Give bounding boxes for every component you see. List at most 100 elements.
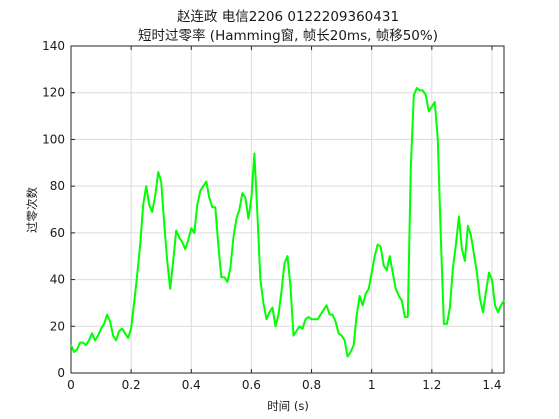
- data-point: [280, 290, 283, 292]
- y-tick-label: 100: [42, 132, 65, 146]
- data-point: [356, 314, 358, 316]
- data-point: [205, 180, 207, 183]
- data-point: [446, 323, 448, 325]
- data-point: [211, 206, 213, 208]
- data-point: [85, 344, 87, 346]
- data-point: [238, 208, 240, 211]
- data-point: [160, 180, 162, 183]
- data-point: [136, 274, 138, 276]
- data-point: [112, 335, 114, 337]
- data-point: [380, 246, 382, 248]
- data-point: [226, 281, 228, 283]
- data-point: [265, 318, 268, 320]
- data-point: [434, 101, 436, 103]
- data-point: [494, 304, 496, 306]
- data-point: [235, 218, 237, 220]
- data-point: [443, 323, 445, 325]
- zcr-series-points: [70, 87, 505, 358]
- data-point: [425, 94, 427, 96]
- x-tick-label: 0.8: [302, 378, 321, 392]
- data-point: [485, 290, 487, 292]
- data-point: [193, 232, 195, 234]
- data-point: [169, 288, 171, 290]
- data-point: [115, 339, 117, 341]
- data-point: [307, 316, 310, 318]
- data-point: [295, 330, 298, 332]
- data-point: [175, 229, 177, 232]
- data-point: [130, 328, 132, 330]
- data-point: [497, 311, 499, 313]
- data-point: [133, 302, 135, 304]
- zcr-series-line: [70, 87, 505, 358]
- data-point: [109, 321, 111, 323]
- y-tick-label: 40: [50, 273, 65, 287]
- data-point: [157, 171, 159, 173]
- data-point: [416, 87, 418, 89]
- data-point: [470, 234, 472, 236]
- data-point: [166, 260, 168, 262]
- x-tick-label: 0.4: [182, 378, 201, 392]
- data-point: [464, 260, 466, 262]
- data-point: [139, 243, 141, 246]
- data-point: [103, 323, 105, 325]
- data-point: [118, 330, 120, 332]
- data-point: [151, 211, 153, 213]
- data-point: [410, 166, 412, 169]
- y-axis-label: 过零次数: [25, 187, 39, 233]
- data-point: [223, 276, 225, 278]
- data-point: [268, 311, 271, 313]
- x-tick-label: 1: [368, 378, 376, 392]
- data-point: [199, 190, 201, 192]
- data-point: [283, 262, 286, 264]
- data-point: [341, 335, 343, 337]
- chart-title-line-1: 赵连政 电信2206 0122209360431: [177, 9, 399, 25]
- data-point: [178, 236, 180, 239]
- data-point: [467, 225, 469, 227]
- data-point: [491, 278, 493, 281]
- data-point: [338, 332, 340, 334]
- data-point: [229, 267, 231, 269]
- data-point: [316, 318, 319, 320]
- data-point: [353, 344, 355, 346]
- x-tick-label: 1.2: [422, 378, 441, 392]
- data-point: [404, 316, 406, 318]
- data-point: [322, 309, 325, 311]
- data-point: [374, 255, 376, 257]
- data-point: [172, 260, 174, 262]
- data-point: [383, 264, 385, 267]
- data-point: [362, 304, 364, 306]
- data-point: [488, 271, 490, 274]
- y-tick-label: 120: [42, 86, 65, 100]
- data-point: [386, 269, 388, 271]
- data-point: [359, 295, 361, 297]
- data-point: [437, 138, 439, 141]
- data-point: [310, 318, 313, 320]
- data-point: [97, 335, 99, 337]
- x-axis-label: 时间 (s): [267, 399, 309, 413]
- data-point: [220, 276, 222, 278]
- data-point: [259, 278, 262, 281]
- data-point: [389, 255, 391, 257]
- data-point: [449, 307, 451, 309]
- x-tick-label: 1.4: [482, 378, 501, 392]
- data-point: [500, 304, 502, 306]
- data-point: [100, 328, 102, 330]
- data-point: [476, 271, 478, 274]
- data-point: [271, 307, 274, 309]
- data-point: [124, 332, 126, 334]
- data-point: [232, 236, 234, 239]
- plot-frame: [70, 45, 505, 374]
- data-point: [503, 299, 505, 302]
- data-point: [398, 295, 400, 297]
- data-point: [292, 335, 295, 337]
- data-point: [422, 89, 424, 91]
- data-point: [304, 318, 307, 320]
- chart-title-line-2: 短时过零率 (Hamming窗, 帧长20ms, 帧移50%): [138, 27, 438, 44]
- data-point: [91, 332, 93, 334]
- data-point: [344, 339, 346, 341]
- data-point: [94, 339, 96, 341]
- data-point: [196, 204, 198, 206]
- data-point: [479, 297, 481, 299]
- data-point: [184, 248, 186, 250]
- x-tick-label: 0.6: [242, 378, 261, 392]
